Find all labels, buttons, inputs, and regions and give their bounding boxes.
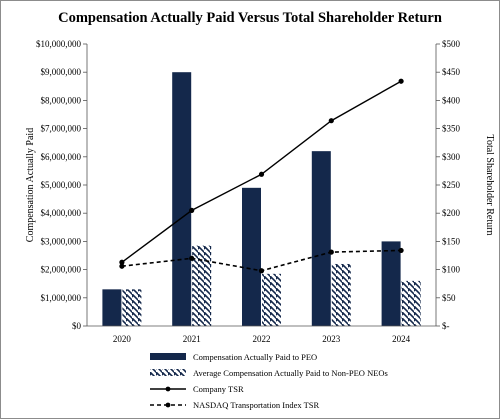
- x-tick-label: 2020: [113, 334, 132, 344]
- legend-swatch-non-peo-neos: [150, 369, 186, 376]
- legend-marker-company-tsr: [165, 386, 171, 392]
- x-tick-label: 2023: [322, 334, 341, 344]
- bar-peo: [102, 289, 122, 326]
- y-tick-label: $6,000,000: [41, 152, 82, 162]
- bar-peo: [381, 241, 401, 326]
- legend-label: NASDAQ Transportation Index TSR: [193, 400, 320, 410]
- y-tick-label: $9,000,000: [41, 67, 82, 77]
- point-company-tsr: [189, 207, 195, 213]
- y2-tick-label: $450: [442, 67, 461, 77]
- y2-tick-label: $400: [442, 95, 461, 105]
- y-tick-label: $10,000,000: [36, 39, 82, 49]
- bar-non-peo-neos: [122, 289, 142, 326]
- point-company-tsr: [258, 171, 265, 177]
- y-tick-label: $3,000,000: [41, 236, 82, 246]
- point-nasdaq-tsr: [328, 249, 334, 255]
- y2-tick-label: $50: [442, 293, 456, 303]
- y-tick-label: $2,000,000: [41, 265, 82, 275]
- x-tick-label: 2021: [183, 334, 201, 344]
- y-axis-label: Compensation Actually Paid: [25, 128, 36, 242]
- bar-peo: [172, 72, 192, 326]
- y2-tick-label: $500: [442, 39, 461, 49]
- chart-title: Compensation Actually Paid Versus Total …: [58, 10, 442, 26]
- y-tick-label: $5,000,000: [41, 180, 82, 190]
- bar-non-peo-neos: [401, 280, 421, 326]
- bar-non-peo-neos: [262, 273, 281, 326]
- y2-tick-label: $250: [442, 180, 461, 190]
- y2-tick-label: $350: [442, 124, 461, 134]
- point-company-tsr: [119, 259, 125, 265]
- point-company-tsr: [328, 118, 334, 124]
- y2-tick-label: $300: [442, 152, 461, 162]
- legend-marker-nasdaq-tsr: [165, 402, 171, 408]
- y2-tick-label: $100: [442, 265, 461, 275]
- bar-peo: [242, 187, 261, 326]
- point-nasdaq-tsr: [119, 263, 125, 269]
- y-tick-label: $7,000,000: [41, 124, 82, 134]
- y2-tick-label: $200: [442, 208, 461, 218]
- point-nasdaq-tsr: [189, 255, 195, 261]
- y-tick-label: $4,000,000: [41, 208, 82, 218]
- y-tick-label: $1,000,000: [41, 293, 82, 303]
- x-tick-label: 2024: [392, 334, 411, 344]
- y-tick-label: $8,000,000: [41, 95, 82, 105]
- point-nasdaq-tsr: [258, 268, 265, 274]
- point-company-tsr: [398, 78, 404, 84]
- bar-peo: [311, 151, 331, 326]
- line-nasdaq-tsr: [121, 249, 402, 272]
- legend-label: Compensation Actually Paid to PEO: [193, 352, 317, 362]
- legend-swatch-peo: [150, 353, 186, 360]
- legend-label: Company TSR: [193, 384, 244, 394]
- point-nasdaq-tsr: [398, 247, 404, 254]
- legend-label: Average Compensation Actually Paid to No…: [193, 368, 388, 378]
- y2-axis-label: Total Shareholder Return: [484, 135, 495, 236]
- y2-tick-label: $-: [442, 321, 450, 331]
- bar-non-peo-neos: [331, 263, 351, 326]
- y-tick-label: $0: [72, 321, 82, 331]
- bar-non-peo-neos: [192, 245, 212, 326]
- x-tick-label: 2022: [253, 334, 271, 344]
- y2-tick-label: $150: [442, 236, 461, 246]
